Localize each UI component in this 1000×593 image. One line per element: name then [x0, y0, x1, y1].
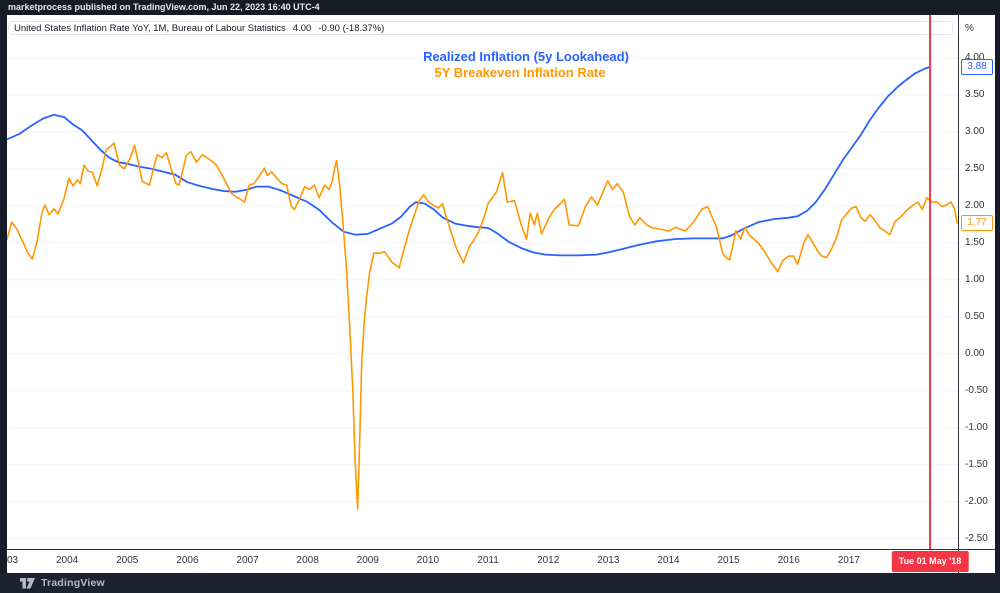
- time-tick-label: 2011: [477, 555, 499, 566]
- time-tick-label: 2015: [717, 555, 740, 566]
- time-tick-label: 2016: [777, 555, 800, 566]
- price-tick-label: -2.50: [965, 532, 988, 544]
- time-tick-label: 2012: [537, 555, 560, 566]
- tradingview-brand-link[interactable]: TradingView: [41, 577, 105, 589]
- price-tick-label: -1.50: [965, 458, 988, 470]
- time-tick-label: 2004: [56, 555, 79, 566]
- price-label-badge: 1.77: [961, 214, 993, 231]
- legend-series-title: United States Inflation Rate YoY, 1M, Bu…: [14, 22, 286, 34]
- price-tick-label: 3.50: [965, 88, 985, 100]
- price-tick-label: 1.00: [965, 273, 985, 285]
- time-axis[interactable]: Tue 01 May '18 03 2004 2005 2006 2007 2008 200…: [7, 549, 995, 573]
- price-tick-label: 2.00: [965, 199, 985, 211]
- time-tick-label: 2007: [236, 555, 259, 566]
- time-tick-label: 2006: [176, 555, 199, 566]
- footer-bar: TradingView: [0, 573, 1000, 593]
- time-tick-label: 2017: [837, 555, 860, 566]
- legend-last-value: 4.00: [292, 22, 312, 34]
- chart-plot-area[interactable]: United States Inflation Rate YoY, 1M, Bu…: [7, 15, 958, 549]
- time-tick-label: 2008: [296, 555, 319, 566]
- series-line-0: [7, 65, 931, 257]
- time-tick-label: 2005: [116, 555, 139, 566]
- price-axis-unit-label: %: [965, 23, 974, 34]
- time-tick-label: 2010: [416, 555, 440, 566]
- price-tick-label: 4.00: [965, 51, 985, 63]
- snapshot-header-bar: marketprocess published on TradingView.c…: [0, 0, 1000, 15]
- time-tick-label: 03: [7, 555, 19, 566]
- price-tick-label: 1.50: [965, 236, 985, 248]
- price-tick-label: 0.50: [965, 310, 985, 322]
- legend-change-value: -0.90 (-18.37%): [318, 22, 385, 34]
- price-label-badge: 3.88: [961, 58, 993, 75]
- series-line-1: [7, 142, 958, 510]
- price-tick-label: 0.00: [965, 347, 985, 359]
- time-tick-label: 2013: [597, 555, 620, 566]
- series-legend-bar[interactable]: United States Inflation Rate YoY, 1M, Bu…: [8, 21, 953, 35]
- price-tick-label: -1.00: [965, 421, 988, 433]
- chart-canvas: [7, 15, 958, 549]
- chart-title-breakeven-rate: 5Y Breakeven Inflation Rate: [434, 65, 606, 80]
- header-attribution: marketprocess published on TradingView.c…: [8, 2, 320, 12]
- price-tick-label: -0.50: [965, 384, 988, 396]
- price-tick-label: 2.50: [965, 162, 985, 174]
- price-axis[interactable]: % 4.00 3.50 3.00 2.50 2.00 1.50 1.00 0.50 0.00 -0…: [958, 15, 995, 549]
- time-tick-label: 2014: [657, 555, 680, 566]
- price-tick-label: 3.00: [965, 125, 985, 137]
- tradingview-logo-icon: [20, 577, 35, 589]
- chart-title-realized-inflation: Realized Inflation (5y Lookahead): [423, 49, 629, 64]
- price-tick-label: -2.00: [965, 495, 988, 507]
- marker-date-badge: Tue 01 May '18: [891, 551, 969, 572]
- time-tick-label: 2009: [356, 555, 379, 566]
